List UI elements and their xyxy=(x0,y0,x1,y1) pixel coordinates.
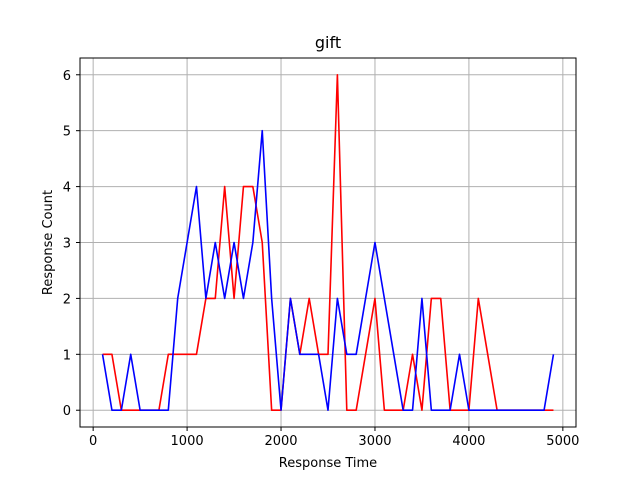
x-tick-label: 4000 xyxy=(452,434,485,449)
x-tick-label: 1000 xyxy=(171,434,204,449)
x-tick-label: 5000 xyxy=(546,434,579,449)
x-tick-label: 0 xyxy=(89,434,97,449)
x-axis-ticks: 0 1000 2000 3000 4000 5000 xyxy=(89,427,579,449)
y-tick-label: 0 xyxy=(63,404,71,419)
x-tick-label: 2000 xyxy=(264,434,297,449)
y-axis-label: Response Count xyxy=(41,190,56,295)
y-tick-label: 6 xyxy=(63,69,71,84)
series-line-2 xyxy=(101,129,555,412)
y-tick-label: 2 xyxy=(63,292,71,307)
x-axis-label: Response Time xyxy=(279,456,377,471)
chart-title: gift xyxy=(315,33,341,52)
y-tick-label: 3 xyxy=(63,237,71,252)
x-tick-label: 3000 xyxy=(358,434,391,449)
y-axis-ticks: 0 1 2 3 4 5 6 xyxy=(63,69,80,419)
series-line-1 xyxy=(102,73,554,412)
y-tick-label: 1 xyxy=(63,348,71,363)
y-tick-label: 4 xyxy=(63,181,71,196)
series-lines xyxy=(101,73,555,412)
y-tick-label: 5 xyxy=(63,125,71,140)
